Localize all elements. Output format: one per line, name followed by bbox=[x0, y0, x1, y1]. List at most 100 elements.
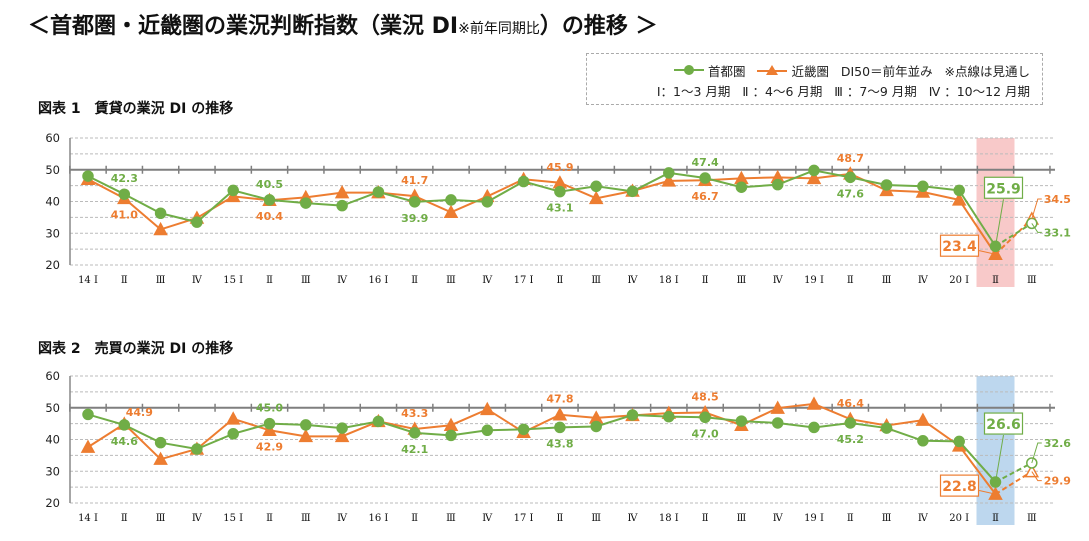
legend-quarter-3: Ⅲ ：7～9 月期 bbox=[834, 84, 917, 99]
data-point bbox=[806, 396, 822, 410]
legend-circle-marker-icon bbox=[674, 65, 705, 75]
data-point bbox=[372, 186, 385, 198]
x-tick-label: Ⅳ bbox=[337, 275, 348, 286]
data-point bbox=[699, 172, 711, 184]
data-point bbox=[80, 439, 96, 453]
x-tick-label: 20 Ⅰ bbox=[949, 275, 969, 286]
x-tick-label: 15 Ⅰ bbox=[223, 513, 243, 524]
data-point bbox=[1024, 464, 1040, 478]
x-tick-label: 19 Ⅰ bbox=[804, 275, 824, 286]
highlight-band bbox=[976, 376, 1015, 525]
data-point bbox=[408, 427, 421, 439]
data-point bbox=[191, 216, 203, 228]
data-point bbox=[153, 451, 168, 465]
data-point bbox=[588, 190, 604, 205]
data-label: 46.7 bbox=[692, 190, 719, 203]
x-tick-label: 14 Ⅰ bbox=[78, 513, 98, 524]
value-label-box bbox=[983, 176, 1024, 199]
data-point bbox=[153, 221, 168, 236]
x-tick-label: Ⅳ bbox=[628, 513, 639, 524]
data-point bbox=[154, 436, 167, 449]
data-point bbox=[590, 420, 602, 433]
series-line-首都圏 bbox=[87, 169, 997, 247]
data-label: 34.5 bbox=[1044, 193, 1071, 206]
data-point bbox=[445, 429, 457, 442]
data-point bbox=[443, 204, 459, 219]
x-tick-label: Ⅲ bbox=[591, 513, 601, 524]
data-point bbox=[263, 194, 276, 206]
legend-series1: 首都圏 bbox=[708, 64, 746, 79]
y-tick-label: 60 bbox=[45, 131, 60, 145]
x-tick-label: Ⅳ bbox=[918, 513, 929, 524]
data-label: 46.4 bbox=[837, 397, 864, 410]
x-tick-label: Ⅱ bbox=[702, 513, 709, 524]
y-tick-label: 30 bbox=[45, 226, 60, 240]
data-point bbox=[191, 443, 203, 455]
data-point bbox=[118, 188, 131, 200]
x-tick-label: Ⅱ bbox=[847, 275, 854, 286]
data-label: 40.4 bbox=[256, 210, 283, 223]
y-tick-label: 20 bbox=[45, 258, 60, 272]
x-tick-label: Ⅳ bbox=[337, 513, 348, 524]
data-point bbox=[225, 411, 241, 425]
data-label: 40.5 bbox=[256, 178, 283, 191]
x-tick-label: Ⅳ bbox=[482, 513, 493, 524]
x-tick-label: Ⅳ bbox=[773, 513, 784, 524]
data-point bbox=[517, 423, 530, 436]
data-label: 44.6 bbox=[111, 435, 138, 448]
data-label: 41.7 bbox=[401, 174, 428, 187]
data-point bbox=[552, 407, 568, 421]
y-tick-label: 60 bbox=[45, 369, 60, 383]
data-label: 42.3 bbox=[111, 172, 138, 185]
data-point bbox=[951, 192, 967, 206]
data-point bbox=[917, 180, 929, 193]
data-point bbox=[554, 185, 566, 198]
data-point bbox=[626, 185, 639, 198]
y-tick-label: 50 bbox=[45, 163, 60, 177]
legend-dashed-note: ※点線は見通し bbox=[944, 64, 1030, 79]
data-label: 45.9 bbox=[546, 161, 573, 174]
x-tick-label: Ⅲ bbox=[446, 513, 456, 524]
x-tick-label: 16 Ⅰ bbox=[368, 513, 388, 524]
legend-series2: 近畿圏 bbox=[791, 64, 829, 79]
data-label: 25.9 bbox=[986, 181, 1021, 197]
data-label: 45.0 bbox=[256, 402, 283, 415]
data-point bbox=[82, 408, 94, 421]
forecast-line bbox=[995, 462, 1033, 483]
data-point bbox=[82, 170, 94, 182]
value-label-box bbox=[983, 412, 1024, 435]
x-tick-label: 17 Ⅰ bbox=[514, 513, 534, 524]
x-tick-label: 14 Ⅰ bbox=[78, 275, 98, 286]
legend-baseline-note: DI50＝前年並み bbox=[840, 64, 933, 79]
x-tick-label: Ⅳ bbox=[628, 275, 639, 286]
data-label: 42.1 bbox=[401, 443, 428, 456]
x-tick-label: Ⅲ bbox=[737, 275, 747, 286]
data-label: 33.1 bbox=[1044, 226, 1071, 239]
x-tick-label: 19 Ⅰ bbox=[804, 513, 824, 524]
data-point bbox=[445, 194, 457, 206]
data-point bbox=[480, 401, 495, 416]
x-tick-label: Ⅳ bbox=[482, 275, 493, 286]
data-point bbox=[735, 181, 748, 193]
data-point bbox=[336, 199, 348, 212]
data-point bbox=[880, 422, 893, 434]
data-point bbox=[771, 417, 784, 429]
x-tick-label: Ⅲ bbox=[737, 513, 747, 524]
y-tick-label: 30 bbox=[45, 464, 60, 478]
chart2-title: 図表 2 売買の業況 DI の推移 bbox=[38, 341, 234, 357]
data-label: 48.7 bbox=[837, 152, 864, 165]
data-point bbox=[118, 419, 131, 431]
y-tick-label: 50 bbox=[45, 401, 60, 415]
x-tick-label: Ⅲ bbox=[591, 275, 601, 286]
x-tick-label: Ⅲ bbox=[1027, 513, 1037, 524]
data-label: 47.4 bbox=[692, 156, 719, 169]
data-label: 43.1 bbox=[546, 202, 573, 215]
x-tick-label: Ⅳ bbox=[918, 275, 929, 286]
data-point bbox=[808, 421, 820, 434]
data-point bbox=[663, 167, 675, 179]
data-point bbox=[590, 180, 602, 193]
data-point bbox=[408, 196, 421, 208]
series-line-近畿圏 bbox=[87, 172, 997, 255]
data-point bbox=[699, 411, 711, 424]
